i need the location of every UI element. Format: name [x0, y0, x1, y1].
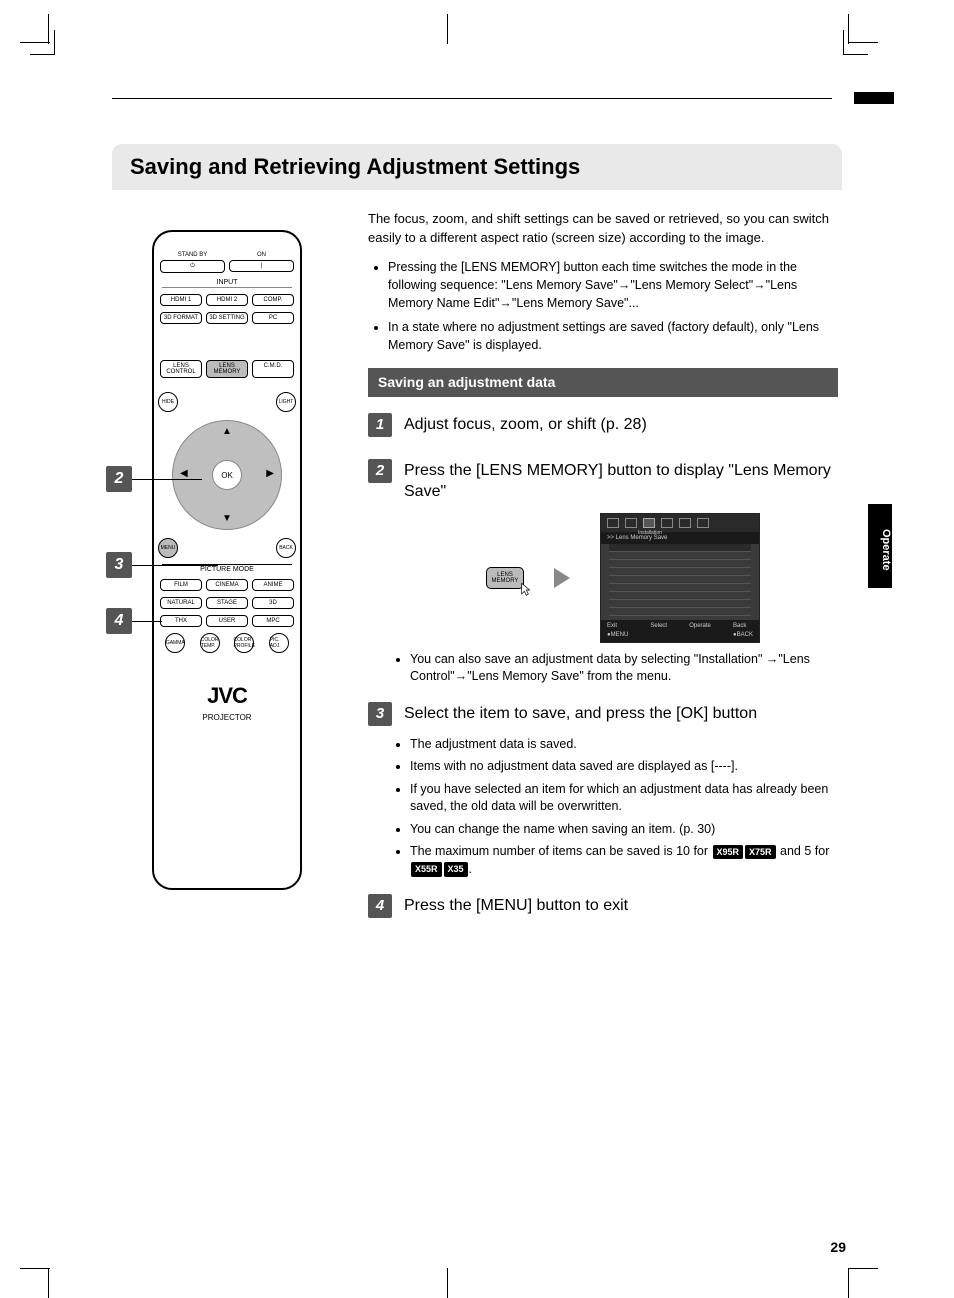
osd-tab-icon	[607, 518, 619, 528]
step-2-graphic: LENS MEMORY Installation >> Lens Memory …	[408, 513, 838, 643]
remote-btn-gamma: GAMMA	[165, 633, 185, 653]
crop-mark	[848, 42, 878, 43]
input-group-label: INPUT	[162, 279, 292, 288]
model-badge: X55R	[411, 862, 442, 877]
remote-btn-hide: HIDE	[158, 392, 178, 412]
cursor-icon	[519, 582, 535, 598]
callout-2: 2	[106, 466, 132, 492]
osd-tab-icon	[679, 518, 691, 528]
remote-btn-3dsetting: 3D SETTING	[206, 312, 248, 324]
remote-btn-lensmemory: LENS MEMORY	[206, 360, 248, 378]
section-tab-operate: Operate	[868, 504, 892, 588]
step-3-bullet: If you have selected an item for which a…	[410, 781, 838, 816]
step-3-text: Select the item to save, and press the […	[404, 702, 757, 725]
callout-4: 4	[106, 608, 132, 634]
page-number: 29	[830, 1239, 846, 1255]
remote-btn-natural: NATURAL	[160, 597, 202, 609]
osd-tab-icon	[661, 518, 673, 528]
remote-btn-3dformat: 3D FORMAT	[160, 312, 202, 324]
sub-heading: Saving an adjustment data	[368, 368, 838, 396]
remote-btn-hdmi2: HDMI 2	[206, 294, 248, 306]
remote-btn-colortemp: COLOR TEMP.	[200, 633, 220, 653]
crop-mark	[843, 54, 868, 55]
osd-tab-icon: Installation	[643, 518, 655, 528]
callout-line	[132, 565, 218, 566]
intro-bullet: Pressing the [LENS MEMORY] button each t…	[388, 258, 838, 312]
remote-btn-cmd: C.M.D.	[252, 360, 294, 378]
remote-btn-pc: PC	[252, 312, 294, 324]
model-badge: X95R	[713, 845, 744, 860]
remote-body: STAND BY ⏻ ON | INPUT HDMI 1 HDMI 2 COMP…	[152, 230, 302, 890]
crop-mark	[848, 14, 849, 44]
crop-mark	[848, 1268, 849, 1298]
crop-mark	[30, 54, 55, 55]
remote-dpad: ▲ ▼ ◀ ▶ OK	[172, 420, 282, 530]
crop-mark	[447, 14, 448, 44]
remote-btn-stage: STAGE	[206, 597, 248, 609]
standby-label: STAND BY ⏻	[158, 252, 227, 273]
step-number-icon: 2	[368, 459, 392, 483]
step-3-bullet: Items with no adjustment data saved are …	[410, 758, 838, 776]
remote-btn-film: FILM	[160, 579, 202, 591]
step-number-icon: 1	[368, 413, 392, 437]
step-number-icon: 3	[368, 702, 392, 726]
on-label: ON |	[227, 252, 296, 273]
projector-label: PROJECTOR	[154, 713, 300, 722]
remote-btn-mpc: MPC	[252, 615, 294, 627]
remote-btn-menu: MENU	[158, 538, 178, 558]
arrow-right-icon	[554, 568, 570, 588]
crop-mark	[54, 30, 55, 55]
remote-btn-user: USER	[206, 615, 248, 627]
crop-mark	[848, 1268, 878, 1269]
osd-breadcrumb: >> Lens Memory Save	[601, 532, 759, 545]
crop-mark	[447, 1268, 448, 1298]
step-2-text: Press the [LENS MEMORY] button to displa…	[404, 459, 838, 503]
model-badge: X75R	[745, 845, 776, 860]
step-number-icon: 4	[368, 894, 392, 918]
step-4: 4 Press the [MENU] button to exit	[368, 894, 838, 918]
remote-btn-comp: COMP.	[252, 294, 294, 306]
remote-btn-cinema: CINEMA	[206, 579, 248, 591]
remote-btn-ok: OK	[212, 460, 242, 490]
remote-btn-colorprofile: COLOR PROFILE	[234, 633, 254, 653]
remote-btn-light: LIGHT	[276, 392, 296, 412]
crop-mark	[48, 14, 49, 44]
remote-btn-hdmi1: HDMI 1	[160, 294, 202, 306]
crop-mark	[20, 1268, 50, 1269]
jvc-logo: JVC	[154, 683, 300, 709]
remote-btn-back: BACK	[276, 538, 296, 558]
step-2: 2 Press the [LENS MEMORY] button to disp…	[368, 459, 838, 503]
header-bar-icon	[854, 92, 894, 104]
crop-mark	[48, 1268, 49, 1298]
step-3-bullet: You can change the name when saving an i…	[410, 821, 838, 839]
remote-btn-picadj: PIC. ADJ.	[269, 633, 289, 653]
remote-btn-thx: THX	[160, 615, 202, 627]
intro-text: The focus, zoom, and shift settings can …	[368, 210, 838, 248]
header-rule	[112, 98, 832, 99]
step-1-text: Adjust focus, zoom, or shift (p. 28)	[404, 413, 647, 436]
osd-footer: Exit●MENU Select Operate Back●BACK	[601, 620, 759, 641]
callout-line	[132, 621, 162, 622]
lens-memory-button-icon: LENS MEMORY	[486, 567, 524, 589]
osd-tab-icon	[697, 518, 709, 528]
step-2-note: You can also save an adjustment data by …	[410, 651, 838, 686]
step-3: 3 Select the item to save, and press the…	[368, 702, 838, 726]
crop-mark	[20, 42, 50, 43]
content-column: The focus, zoom, and shift settings can …	[368, 210, 838, 928]
callout-line	[132, 479, 202, 480]
step-3-bullet-max: The maximum number of items can be saved…	[410, 843, 838, 878]
intro-bullet: In a state where no adjustment settings …	[388, 318, 838, 354]
step-4-text: Press the [MENU] button to exit	[404, 894, 628, 917]
step-1: 1 Adjust focus, zoom, or shift (p. 28)	[368, 413, 838, 437]
osd-screenshot: Installation >> Lens Memory Save Exit●ME…	[600, 513, 760, 643]
remote-btn-3d: 3D	[252, 597, 294, 609]
model-badge: X35	[444, 862, 468, 877]
callout-3: 3	[106, 552, 132, 578]
osd-tab-icon	[625, 518, 637, 528]
step-3-bullet: The adjustment data is saved.	[410, 736, 838, 754]
remote-btn-lenscontrol: LENS CONTROL	[160, 360, 202, 378]
remote-btn-anime: ANIME	[252, 579, 294, 591]
section-title: Saving and Retrieving Adjustment Setting…	[112, 144, 842, 190]
crop-mark	[843, 30, 844, 55]
